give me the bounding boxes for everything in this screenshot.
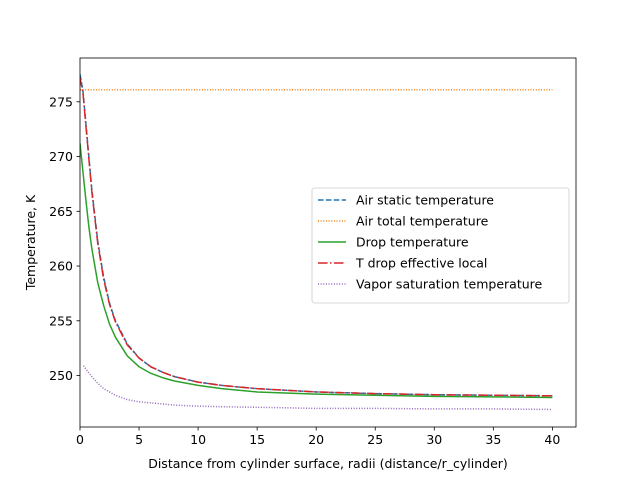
y-tick-label: 255 [49,313,73,328]
legend-box [311,187,570,304]
legend-label: T drop effective local [355,256,487,271]
y-axis-label: Temperature, K [23,194,38,291]
y-tick-label: 275 [49,94,73,109]
x-tick-label: 20 [308,432,324,447]
legend-label: Vapor saturation temperature [356,277,543,292]
x-tick-label: 5 [135,432,143,447]
x-tick-label: 35 [485,432,501,447]
legend: Air static temperature Air total temperat… [311,187,570,304]
x-axis-label: Distance from cylinder surface, radii (d… [148,456,508,471]
legend-label: Air total temperature [356,214,489,229]
x-tick-label: 15 [249,432,265,447]
x-tick-label: 10 [190,432,206,447]
series-layer [80,74,553,411]
series-line-3 [80,143,553,399]
legend-label: Air static temperature [356,193,494,208]
y-tick-label: 270 [49,149,73,164]
legend-label: Drop temperature [356,235,469,250]
x-tick-label: 25 [367,432,383,447]
x-tick-label: 0 [76,432,84,447]
y-tick-label: 260 [49,259,73,274]
x-axis: 0 5 10 15 20 25 30 35 40 [76,427,560,447]
x-tick-label: 40 [544,432,560,447]
x-tick-label: 30 [426,432,442,447]
plot-frame [79,57,577,428]
series-line-4 [80,77,553,397]
y-axis: 250 255 260 265 270 275 [49,94,80,383]
y-tick-label: 265 [49,204,73,219]
y-tick-label: 250 [49,368,73,383]
